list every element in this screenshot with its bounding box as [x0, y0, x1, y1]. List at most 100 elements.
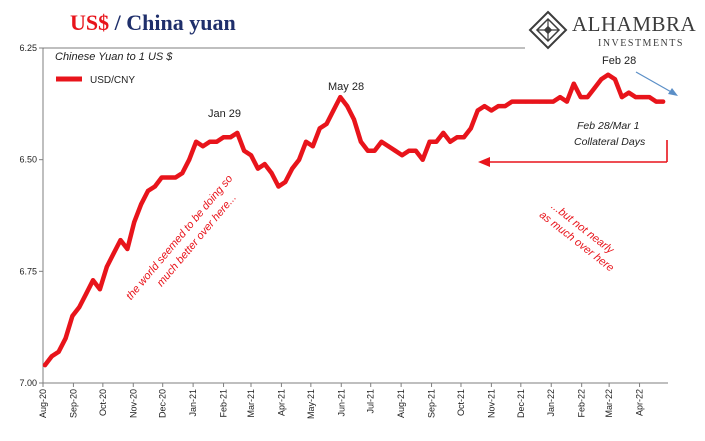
x-tick-label: Nov-21 — [486, 389, 496, 418]
x-tick-label: Oct-20 — [98, 389, 108, 416]
data-point — [166, 175, 171, 180]
x-tick-label: Aug-21 — [396, 389, 406, 418]
data-point — [235, 130, 240, 135]
data-point — [571, 81, 576, 86]
data-point — [352, 117, 356, 122]
x-tick-label: Sep-20 — [68, 389, 78, 418]
legend-label-usdcny: USD/CNY — [90, 75, 135, 86]
data-point — [221, 135, 226, 140]
annotation-collateral-line2: Collateral Days — [574, 136, 646, 148]
logo-tagline: INVESTMENTS — [598, 38, 684, 49]
data-point — [43, 363, 47, 368]
data-point — [654, 99, 659, 104]
data-point — [187, 157, 192, 162]
x-tick-label: Jun-21 — [336, 389, 346, 417]
y-tick-label: 7.00 — [19, 378, 37, 388]
annotation-may28: May 28 — [328, 81, 364, 93]
data-point — [194, 139, 199, 144]
data-point — [228, 135, 233, 140]
data-point — [523, 99, 528, 104]
data-point — [111, 251, 116, 256]
data-point — [70, 314, 75, 318]
data-point — [331, 108, 336, 113]
data-point — [386, 144, 391, 149]
x-tick-label: Feb-22 — [577, 389, 587, 418]
data-point — [578, 95, 583, 100]
data-point — [200, 144, 205, 149]
data-point — [132, 220, 137, 225]
data-point — [407, 148, 411, 153]
data-point — [475, 108, 480, 113]
x-tick-label: Dec-21 — [516, 389, 526, 418]
chart-title: US$ / China yuan — [70, 10, 236, 36]
data-point — [564, 99, 569, 104]
chart-title-rest: / China yuan — [109, 10, 236, 35]
x-tick-label: Feb-21 — [219, 389, 229, 418]
x-tick-label: Oct-21 — [456, 389, 466, 416]
data-point — [372, 148, 377, 153]
data-point — [400, 153, 405, 158]
x-tick-label: Dec-20 — [158, 389, 168, 418]
data-point — [599, 77, 604, 82]
data-point — [379, 139, 384, 144]
data-point — [448, 139, 453, 144]
data-point — [125, 247, 130, 251]
data-point — [558, 95, 563, 100]
data-point — [544, 99, 549, 104]
annotation-jan29: Jan 29 — [208, 108, 241, 120]
data-point — [413, 148, 418, 153]
x-tick-label: Nov-20 — [128, 389, 138, 418]
y-tick-label: 6.50 — [19, 155, 37, 165]
data-point — [530, 99, 535, 104]
data-point — [173, 175, 178, 180]
data-point — [365, 148, 370, 153]
data-point — [338, 95, 343, 100]
data-point — [214, 139, 219, 144]
logo-diamond-icon — [528, 10, 568, 50]
x-tick-label: Jan-22 — [546, 389, 556, 417]
data-point — [262, 162, 267, 167]
x-tick-label: Apr-21 — [276, 389, 286, 416]
data-point — [56, 349, 61, 354]
data-point — [139, 202, 144, 207]
data-point — [537, 99, 542, 104]
x-tick-label: Mar-21 — [246, 389, 256, 418]
annotation-layer: Chinese Yuan to 1 US $ USD/CNY Jan 29 Ma… — [55, 51, 678, 303]
data-point — [619, 95, 624, 100]
data-point — [489, 108, 494, 113]
data-point — [304, 139, 308, 144]
data-point — [118, 238, 123, 243]
x-tick-label: Apr-22 — [635, 389, 645, 416]
data-point — [242, 148, 247, 153]
blue-arrow — [635, 71, 674, 94]
series-layer — [42, 72, 666, 368]
data-point — [661, 99, 666, 104]
data-point — [276, 184, 281, 189]
data-point — [496, 104, 501, 109]
data-point — [503, 104, 508, 109]
data-point — [269, 171, 274, 176]
annotation-feb28: Feb 28 — [602, 55, 636, 67]
annotation-world-line1: the world seemed to be doing so — [124, 173, 235, 303]
annotation-collateral-line1: Feb 28/Mar 1 — [577, 120, 639, 132]
y-tick-label: 6.25 — [19, 43, 37, 53]
x-tick-label: Jul-21 — [366, 389, 376, 414]
data-point — [290, 166, 295, 171]
data-point — [255, 166, 260, 171]
data-point — [146, 188, 150, 193]
data-point — [249, 153, 253, 158]
x-tick-label: Mar-22 — [604, 389, 614, 418]
x-tick-label: Sep-21 — [427, 389, 437, 418]
data-point — [358, 139, 363, 144]
red-arrow-head — [478, 157, 490, 167]
data-point — [640, 95, 645, 100]
data-point — [633, 95, 638, 100]
data-point — [647, 95, 652, 100]
data-point — [345, 104, 350, 109]
logo-name: ALHAMBRA — [572, 12, 697, 36]
data-point — [626, 90, 631, 95]
data-point — [180, 171, 185, 176]
data-point — [324, 121, 329, 126]
data-point — [393, 148, 398, 153]
